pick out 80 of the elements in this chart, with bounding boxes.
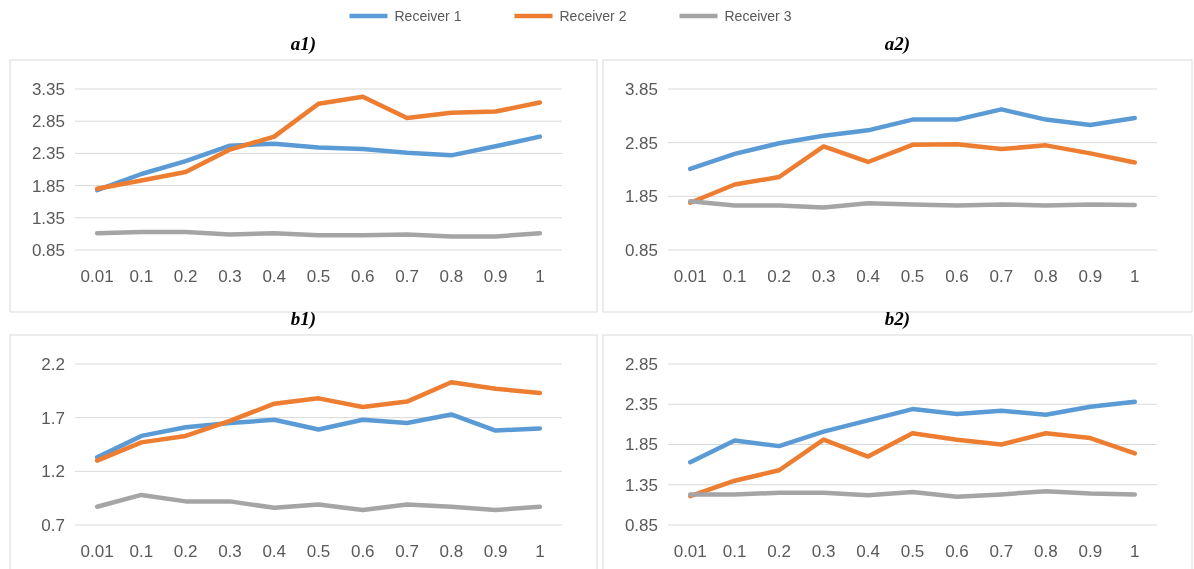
y-tick-label: 1.2 <box>41 462 65 482</box>
x-tick-label: 0.4 <box>856 542 880 561</box>
x-tick-label: 0.5 <box>306 267 331 286</box>
y-tick-label: 1.35 <box>624 475 658 495</box>
x-tick-label: 0.3 <box>811 542 836 561</box>
line-series <box>687 399 1138 465</box>
y-tick-label: 1.35 <box>31 208 65 228</box>
x-tick-label: 0.6 <box>350 542 375 561</box>
x-tick-label: 0.4 <box>262 267 287 286</box>
y-tick-label: 2.2 <box>41 354 65 374</box>
chart-title: b1) <box>290 308 317 330</box>
line-series <box>94 412 543 460</box>
line-series <box>94 380 543 463</box>
legend-label: Receiver 3 <box>724 7 792 24</box>
y-tick-label: 0.7 <box>41 515 65 535</box>
x-tick-label: 0.1 <box>129 267 154 286</box>
x-tick-label: 0.7 <box>989 267 1014 286</box>
x-tick-label: 0.2 <box>173 267 198 286</box>
chart-title: a2) <box>884 33 911 55</box>
x-tick-label: 0.01 <box>80 542 114 561</box>
x-tick-label: 0.4 <box>856 267 880 286</box>
line-series <box>94 94 543 192</box>
x-tick-label: 1 <box>1130 542 1140 561</box>
y-tick-label: 1.85 <box>31 176 65 196</box>
x-tick-label: 0.7 <box>395 542 419 561</box>
x-tick-label: 0.6 <box>350 267 375 286</box>
x-tick-label: 0.9 <box>483 267 508 286</box>
legend-label: Receiver 2 <box>559 7 627 24</box>
x-tick-label: 0.3 <box>218 267 242 286</box>
x-tick-label: 1 <box>1130 267 1140 286</box>
line-series <box>687 430 1138 499</box>
x-tick-label: 0.5 <box>900 542 925 561</box>
x-tick-label: 0.8 <box>439 267 464 286</box>
line-series <box>94 492 543 513</box>
x-tick-label: 0.01 <box>80 267 114 286</box>
x-tick-label: 0.3 <box>811 267 836 286</box>
x-tick-label: 0.5 <box>306 542 331 561</box>
x-tick-label: 0.5 <box>900 267 925 286</box>
y-tick-label: 2.85 <box>624 133 658 153</box>
x-tick-label: 0.2 <box>173 542 198 561</box>
x-tick-label: 0.9 <box>483 542 508 561</box>
x-tick-label: 0.01 <box>673 542 707 561</box>
y-tick-label: 2.85 <box>624 354 658 374</box>
y-tick-label: 2.35 <box>31 144 65 164</box>
x-tick-label: 0.3 <box>218 542 242 561</box>
x-tick-label: 0.6 <box>945 267 969 286</box>
x-tick-label: 0.01 <box>673 267 707 286</box>
x-tick-label: 0.2 <box>767 542 791 561</box>
y-tick-label: 3.85 <box>624 79 658 99</box>
x-tick-label: 1 <box>535 542 545 561</box>
y-tick-label: 0.85 <box>624 515 658 535</box>
y-tick-label: 1.85 <box>624 435 658 455</box>
x-tick-label: 0.7 <box>989 542 1014 561</box>
x-tick-label: 0.1 <box>722 542 747 561</box>
x-tick-label: 1 <box>535 267 545 286</box>
x-tick-label: 0.9 <box>1078 542 1103 561</box>
x-tick-label: 0.8 <box>1034 267 1058 286</box>
legend-label: Receiver 1 <box>394 7 462 24</box>
chart-title: b2) <box>884 308 911 330</box>
y-tick-label: 0.85 <box>624 240 658 260</box>
x-tick-label: 0.8 <box>1034 542 1058 561</box>
x-tick-label: 0.4 <box>262 542 287 561</box>
y-tick-label: 2.35 <box>624 395 658 415</box>
x-tick-label: 0.2 <box>767 267 791 286</box>
x-tick-label: 0.1 <box>722 267 747 286</box>
chart-title: a1) <box>290 33 317 55</box>
x-tick-label: 0.8 <box>439 542 464 561</box>
line-series <box>94 134 543 193</box>
x-tick-label: 0.9 <box>1078 267 1103 286</box>
y-tick-label: 0.85 <box>31 240 65 260</box>
line-series <box>687 142 1138 206</box>
y-tick-label: 1.85 <box>624 187 658 207</box>
line-series <box>687 107 1138 172</box>
x-tick-label: 0.7 <box>395 267 419 286</box>
y-tick-label: 3.35 <box>31 79 65 99</box>
x-tick-label: 0.6 <box>945 542 969 561</box>
x-tick-label: 0.1 <box>129 542 154 561</box>
y-tick-label: 2.85 <box>31 112 65 132</box>
line-series <box>687 198 1138 210</box>
y-tick-label: 1.7 <box>41 408 65 428</box>
